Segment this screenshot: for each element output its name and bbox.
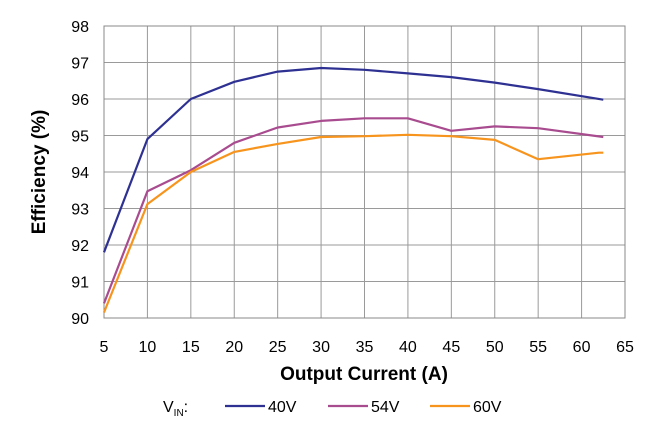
y-axis-title: Efficiency (%): [29, 110, 50, 235]
x-tick-label: 45: [442, 339, 460, 356]
x-tick-label: 65: [616, 339, 634, 356]
y-tick-label: 95: [71, 129, 89, 146]
series-lines: [102, 66, 604, 313]
y-tick-label: 91: [71, 275, 89, 292]
x-tick-label: 30: [312, 339, 330, 356]
legend-label-60V: 60V: [473, 399, 502, 416]
x-axis-title: Output Current (A): [280, 364, 448, 385]
x-tick-label: 25: [269, 339, 287, 356]
series-line-54V: [102, 117, 604, 304]
plot-area-border: [103, 25, 626, 319]
y-tick-label: 96: [71, 92, 89, 109]
y-tick-label: 90: [71, 311, 89, 328]
x-tick-label: 5: [100, 339, 109, 356]
x-tick-label: 35: [356, 339, 374, 356]
x-tick-label: 15: [182, 339, 200, 356]
y-tick-label: 98: [71, 19, 89, 36]
x-tick-label: 60: [573, 339, 591, 356]
y-tick-label: 97: [71, 56, 89, 73]
y-tick-label: 92: [71, 238, 89, 255]
series-line-40V: [102, 66, 604, 253]
y-tick-label: 93: [71, 202, 89, 219]
legend-prefix: VIN:: [163, 399, 188, 419]
legend-label-54V: 54V: [371, 399, 400, 416]
y-tick-label: 94: [71, 165, 89, 182]
x-tick-label: 55: [529, 339, 547, 356]
x-tick-labels: 5 10 15 20 25 30 35 40 45 50 55 60 65: [100, 339, 634, 356]
y-tick-labels: 90 91 92 93 94 95 96 97 98: [71, 19, 89, 328]
x-tick-label: 40: [399, 339, 417, 356]
legend-prefix-main: V: [163, 399, 174, 416]
legend: VIN: 40V 54V 60V: [163, 399, 502, 419]
x-tick-label: 10: [139, 339, 157, 356]
series-line-60V: [102, 133, 604, 313]
x-tick-label: 20: [225, 339, 243, 356]
x-tick-label: 50: [486, 339, 504, 356]
legend-prefix-suffix: :: [184, 399, 188, 416]
legend-label-40V: 40V: [268, 399, 297, 416]
legend-prefix-sub: IN: [174, 408, 184, 419]
